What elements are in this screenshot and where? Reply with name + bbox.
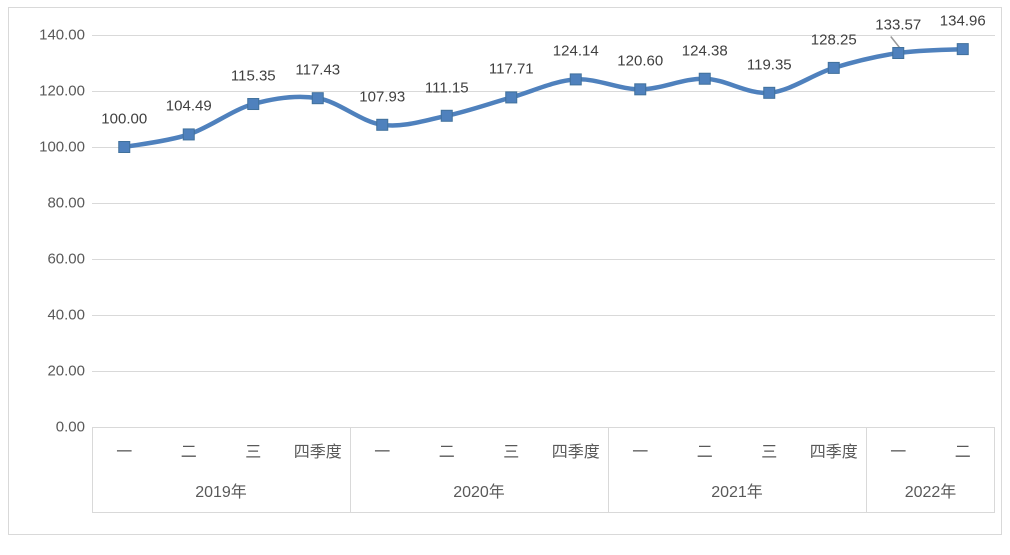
gridline — [92, 35, 995, 36]
data-label: 111.15 — [424, 79, 469, 97]
gridline — [92, 203, 995, 204]
quarter-label: 二 — [954, 444, 971, 461]
quarter-label: 一 — [632, 444, 649, 461]
year-group-separator — [608, 427, 609, 513]
data-label: 124.14 — [552, 42, 599, 60]
year-label: 2019年 — [195, 484, 247, 501]
y-axis-tick-label: 40.00 — [47, 306, 85, 324]
data-label: 117.43 — [295, 61, 341, 79]
data-label: 104.49 — [165, 97, 212, 115]
gridline — [92, 91, 995, 92]
y-axis-tick-label: 100.00 — [39, 138, 85, 156]
gridline — [92, 259, 995, 260]
y-axis-tick-label: 0.00 — [55, 418, 85, 436]
y-axis-tick-label: 80.00 — [47, 194, 85, 212]
data-label: 119.35 — [746, 56, 792, 74]
quarter-label: 三 — [503, 444, 520, 461]
quarter-label: 二 — [438, 444, 455, 461]
quarter-label: 一 — [890, 444, 907, 461]
quarter-label: 三 — [761, 444, 778, 461]
gridline — [92, 315, 995, 316]
year-label: 2022年 — [904, 484, 957, 501]
data-label: 107.93 — [359, 88, 406, 106]
y-axis-tick-label: 120.00 — [39, 82, 85, 100]
data-label: 115.35 — [230, 67, 276, 85]
data-label: 117.71 — [488, 60, 534, 78]
quarter-label: 三 — [245, 444, 262, 461]
quarter-label: 四季度 — [809, 444, 858, 461]
data-label: 133.57 — [875, 16, 922, 34]
year-group-separator — [350, 427, 351, 513]
quarter-label: 二 — [180, 444, 197, 461]
year-label: 2021年 — [711, 484, 763, 501]
year-group-separator — [866, 427, 867, 513]
data-label: 120.60 — [617, 52, 664, 70]
quarter-label: 二 — [696, 444, 713, 461]
gridline — [92, 147, 995, 148]
year-label: 2020年 — [453, 484, 505, 501]
data-label: 100.00 — [101, 110, 148, 128]
y-axis-tick-label: 140.00 — [39, 26, 85, 44]
quarter-label: 一 — [116, 444, 133, 461]
x-axis-label-area — [92, 427, 995, 513]
data-label: 128.25 — [810, 31, 857, 49]
data-label: 134.96 — [939, 12, 986, 30]
gridline — [92, 371, 995, 372]
quarter-label: 一 — [374, 444, 391, 461]
data-label: 124.38 — [681, 42, 728, 60]
y-axis-tick-label: 20.00 — [47, 362, 85, 380]
y-axis-tick-label: 60.00 — [47, 250, 85, 268]
quarter-label: 四季度 — [293, 444, 342, 461]
quarter-label: 四季度 — [551, 444, 600, 461]
